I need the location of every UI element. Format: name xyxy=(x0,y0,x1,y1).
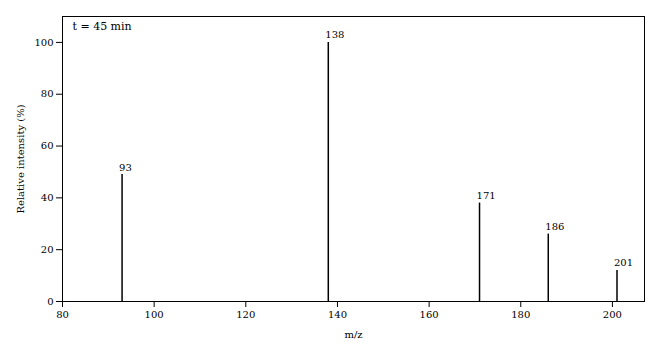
svg-text:100: 100 xyxy=(145,309,164,320)
svg-text:171: 171 xyxy=(477,190,496,201)
svg-text:60: 60 xyxy=(41,140,54,151)
svg-text:20: 20 xyxy=(41,244,54,255)
svg-text:200: 200 xyxy=(603,309,622,320)
svg-text:201: 201 xyxy=(614,257,633,268)
svg-text:100: 100 xyxy=(34,37,53,48)
svg-text:160: 160 xyxy=(420,309,439,320)
svg-text:180: 180 xyxy=(511,309,530,320)
svg-text:80: 80 xyxy=(41,88,54,99)
svg-text:0: 0 xyxy=(47,296,53,307)
svg-text:80: 80 xyxy=(56,309,69,320)
svg-text:40: 40 xyxy=(41,192,54,203)
svg-text:186: 186 xyxy=(545,221,564,232)
svg-text:140: 140 xyxy=(328,309,347,320)
svg-text:120: 120 xyxy=(236,309,255,320)
svg-text:m/z: m/z xyxy=(344,329,362,340)
svg-text:Relative intensity (%): Relative intensity (%) xyxy=(15,104,26,213)
svg-text:138: 138 xyxy=(325,29,344,40)
svg-text:93: 93 xyxy=(119,162,132,173)
svg-text:t = 45 min: t = 45 min xyxy=(73,20,132,33)
